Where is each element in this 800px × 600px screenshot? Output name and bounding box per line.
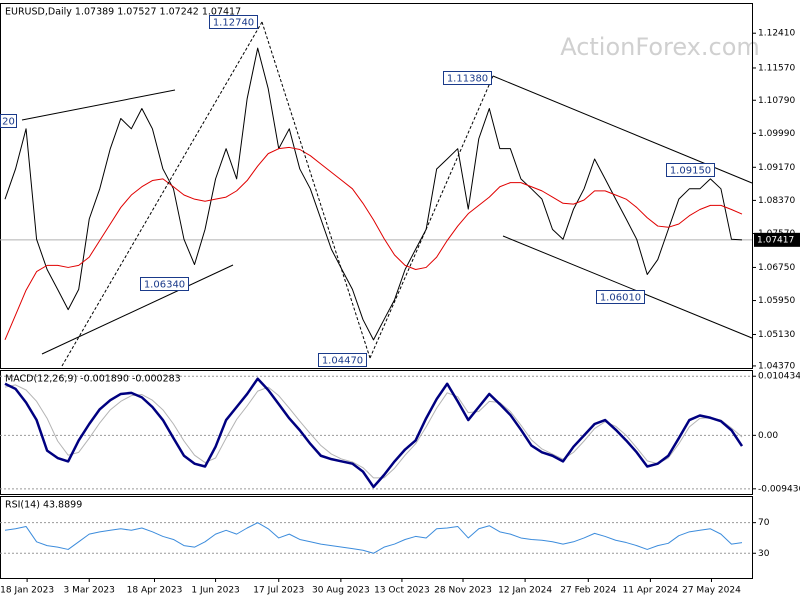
x-tick-label: 18 Apr 2023	[127, 586, 183, 596]
series-line	[4, 384, 743, 479]
y-tick-label: 1.09990	[758, 129, 795, 139]
annotation-label: 1.06010	[600, 293, 641, 304]
annotation-label: 1.09150	[670, 166, 711, 177]
panel-title: EURUSD,Daily 1.07389 1.07527 1.07242 1.0…	[5, 7, 241, 18]
series-line	[4, 377, 744, 489]
y-tick-label: 1.08370	[758, 196, 795, 206]
x-tick-label: 30 Aug 2023	[312, 586, 370, 596]
y-tick-label: 1.09170	[758, 163, 795, 173]
annotation-label: 1.04470	[322, 356, 363, 367]
x-tick-label: 11 Apr 2024	[623, 586, 679, 596]
x-tick-label: 12 Jan 2024	[498, 586, 552, 596]
y-tick-label: 1.04370	[758, 361, 795, 371]
current-price-box	[754, 232, 800, 247]
panel-frame	[0, 370, 753, 495]
y-tick-label: 1.10790	[758, 96, 795, 106]
annotation-label: 1.11380	[447, 74, 488, 85]
y-tick-label: 30	[758, 549, 770, 559]
x-tick-label: 3 Mar 2023	[64, 586, 115, 596]
annotation-label: 20	[2, 117, 15, 128]
series-line	[4, 522, 743, 554]
annotation-box	[443, 71, 492, 85]
y-tick-label: 0.00	[758, 431, 778, 441]
x-tick-label: 27 May 2024	[682, 586, 741, 596]
x-tick-label: 17 Jul 2023	[253, 586, 304, 596]
watermark: ActionForex.com	[560, 33, 760, 61]
series-line	[4, 47, 743, 341]
x-tick-label: 13 Oct 2023	[374, 586, 430, 596]
y-tick-label: 0.010434	[758, 372, 800, 382]
annotation-box	[596, 290, 645, 304]
dashed-line	[261, 21, 371, 359]
annotation-label: 1.06340	[144, 280, 185, 291]
dashed-line	[61, 21, 263, 367]
panel-frame	[0, 496, 753, 579]
annotation-box	[140, 277, 189, 291]
dashed-line	[369, 75, 494, 359]
y-tick-label: -0.009436	[758, 484, 800, 494]
x-tick-label: 28 Nov 2023	[434, 586, 492, 596]
plots: 1.12410 1.11570 1.10790 1.09990 1.09170 1.083…	[0, 3, 800, 596]
y-tick-label: 70	[758, 518, 770, 528]
y-tick-label: 1.12410	[758, 29, 795, 39]
current-price-label: 1.07417	[757, 235, 794, 245]
trendline	[502, 235, 753, 339]
x-tick-label: 1 Jun 2023	[191, 586, 239, 596]
annotation-label: 1.12740	[213, 18, 254, 29]
y-tick-label: 1.05130	[758, 330, 795, 340]
trendline	[21, 89, 176, 121]
annotation-box	[318, 353, 367, 367]
annotation-box	[0, 114, 17, 128]
y-tick-label: 1.06750	[758, 263, 795, 273]
panel-title: RSI(14) 43.8899	[5, 500, 82, 511]
trendline	[41, 264, 234, 355]
annotation-box	[209, 15, 258, 29]
y-tick-label: 1.05950	[758, 296, 795, 306]
panel-frame	[0, 3, 753, 369]
panel-title: MACD(12,26,9) -0.001890 -0.000283	[5, 374, 181, 385]
y-tick-label: 1.11570	[758, 63, 795, 73]
annotation-box	[666, 163, 715, 177]
x-tick-label: 27 Feb 2024	[560, 586, 616, 596]
series-line	[4, 146, 743, 341]
overlay: 1.07417 EURUSD,Daily 1.07389 1.07527 1.07…	[0, 7, 800, 511]
x-tick-label: 18 Jan 2023	[0, 586, 54, 596]
